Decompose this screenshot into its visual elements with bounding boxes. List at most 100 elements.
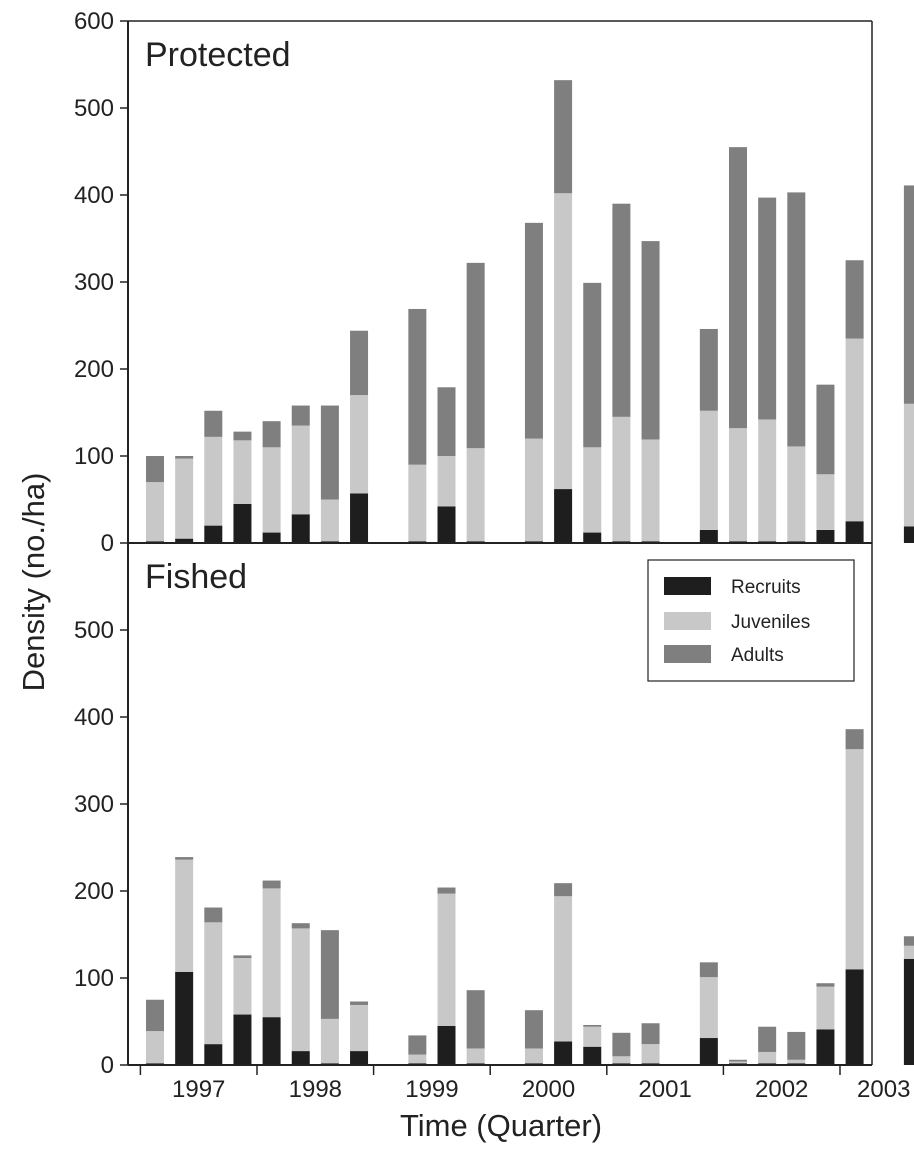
bar-fished-adults-19 bbox=[787, 1031, 806, 1060]
bar-stack-fished-0 bbox=[146, 999, 164, 1065]
bar-stack-fished-22 bbox=[903, 936, 914, 1065]
x-tick-label-2002: 2002 bbox=[755, 1076, 808, 1103]
x-tick-label-1998: 1998 bbox=[289, 1076, 342, 1103]
bar-protected-recruits-16 bbox=[699, 529, 718, 543]
bar-protected-juveniles-5 bbox=[291, 425, 310, 515]
legend: Recruits Juveniles Adults bbox=[647, 559, 855, 682]
bar-fished-adults-21 bbox=[845, 729, 864, 750]
bar-protected-adults-15 bbox=[641, 241, 660, 440]
x-tick-label-1999: 1999 bbox=[405, 1076, 458, 1103]
bar-stack-protected-11 bbox=[524, 222, 543, 543]
bar-stack-fished-10 bbox=[466, 990, 485, 1065]
bar-stack-fished-7 bbox=[350, 1001, 369, 1065]
y-tick-label-fished-500: 500 bbox=[74, 617, 114, 644]
bar-stack-fished-18 bbox=[758, 1026, 777, 1065]
bar-fished-adults-3 bbox=[233, 955, 252, 958]
y-tick-label-protected-200: 200 bbox=[74, 356, 114, 383]
bar-protected-juveniles-11 bbox=[524, 438, 543, 542]
bar-protected-recruits-3 bbox=[233, 503, 252, 543]
bar-protected-adults-13 bbox=[583, 282, 602, 448]
bar-protected-recruits-21 bbox=[845, 521, 864, 543]
bar-fished-recruits-9 bbox=[437, 1025, 456, 1065]
bar-fished-adults-12 bbox=[554, 883, 573, 897]
bar-protected-juveniles-6 bbox=[320, 499, 339, 542]
bar-fished-recruits-20 bbox=[816, 1029, 835, 1065]
bar-stack-protected-20 bbox=[816, 384, 835, 543]
y-tick-label-protected-400: 400 bbox=[74, 182, 114, 209]
bar-protected-recruits-7 bbox=[350, 493, 369, 543]
bar-fished-juveniles-4 bbox=[262, 888, 281, 1018]
bar-protected-recruits-1 bbox=[175, 538, 194, 543]
legend-label-recruits: Recruits bbox=[731, 577, 801, 598]
bar-protected-juveniles-18 bbox=[758, 419, 777, 542]
y-tick-label-protected-100: 100 bbox=[74, 443, 114, 470]
panel-title-fished: Fished bbox=[145, 558, 247, 596]
bar-fished-juveniles-14 bbox=[612, 1056, 631, 1064]
bar-protected-juveniles-7 bbox=[350, 395, 369, 494]
bar-stack-fished-12 bbox=[554, 883, 573, 1065]
bar-stack-protected-1 bbox=[175, 456, 194, 543]
bar-fished-juveniles-3 bbox=[233, 957, 252, 1015]
bar-protected-recruits-5 bbox=[291, 514, 310, 543]
bar-protected-recruits-13 bbox=[583, 532, 602, 543]
bar-fished-recruits-16 bbox=[699, 1038, 718, 1065]
bar-protected-juveniles-1 bbox=[175, 458, 194, 539]
bar-stack-fished-4 bbox=[262, 880, 281, 1065]
bar-protected-recruits-9 bbox=[437, 506, 456, 543]
y-tick-label-protected-300: 300 bbox=[74, 269, 114, 296]
bar-fished-adults-15 bbox=[641, 1023, 660, 1045]
bar-protected-juveniles-10 bbox=[466, 448, 485, 542]
bar-fished-juveniles-10 bbox=[466, 1048, 485, 1064]
y-axis-title: Density (no./ha) bbox=[16, 473, 51, 692]
bar-fished-juveniles-16 bbox=[699, 977, 718, 1039]
legend-swatch-adults bbox=[664, 645, 711, 663]
bar-stack-protected-12 bbox=[554, 80, 573, 543]
bar-protected-juveniles-21 bbox=[845, 338, 864, 522]
y-tick-label-fished-0: 0 bbox=[101, 1052, 114, 1079]
bar-stack-protected-19 bbox=[787, 192, 806, 543]
bar-fished-adults-16 bbox=[699, 962, 718, 978]
bar-protected-adults-4 bbox=[262, 421, 281, 448]
bar-protected-juveniles-3 bbox=[233, 440, 252, 504]
bar-protected-adults-22 bbox=[903, 185, 914, 404]
bar-fished-juveniles-9 bbox=[437, 893, 456, 1026]
bar-protected-juveniles-22 bbox=[903, 403, 914, 527]
bar-stack-protected-18 bbox=[758, 197, 777, 543]
bar-fished-recruits-5 bbox=[291, 1051, 310, 1065]
bar-fished-juveniles-8 bbox=[408, 1054, 427, 1064]
legend-swatch-juveniles bbox=[664, 612, 711, 630]
bar-fished-adults-11 bbox=[524, 1010, 543, 1049]
bar-protected-juveniles-9 bbox=[437, 456, 456, 507]
bar-fished-adults-20 bbox=[816, 983, 835, 987]
bar-stack-fished-15 bbox=[641, 1023, 660, 1065]
bar-stack-fished-13 bbox=[583, 1024, 602, 1065]
bar-protected-adults-21 bbox=[845, 260, 864, 339]
bar-protected-adults-17 bbox=[729, 147, 747, 429]
x-axis-title: Time (Quarter) bbox=[400, 1108, 602, 1143]
bar-protected-recruits-12 bbox=[554, 489, 573, 543]
bar-stack-fished-1 bbox=[175, 857, 194, 1065]
bar-fished-juveniles-19 bbox=[787, 1059, 806, 1064]
bar-fished-juveniles-17 bbox=[729, 1061, 747, 1064]
bar-fished-adults-7 bbox=[350, 1001, 369, 1005]
bar-stack-protected-17 bbox=[729, 147, 747, 543]
bar-fished-juveniles-12 bbox=[554, 896, 573, 1042]
bar-stack-protected-14 bbox=[612, 203, 631, 543]
bar-stack-fished-21 bbox=[845, 729, 864, 1065]
bar-stack-fished-14 bbox=[612, 1032, 631, 1065]
bar-protected-recruits-20 bbox=[816, 529, 835, 543]
bar-protected-juveniles-2 bbox=[204, 436, 223, 526]
bar-fished-juveniles-11 bbox=[524, 1048, 543, 1064]
y-tick-label-fished-400: 400 bbox=[74, 704, 114, 731]
bar-fished-recruits-3 bbox=[233, 1014, 252, 1065]
bar-protected-recruits-22 bbox=[903, 526, 914, 543]
bar-stack-protected-2 bbox=[204, 410, 223, 543]
bar-stack-fished-8 bbox=[408, 1035, 427, 1065]
bar-fished-juveniles-7 bbox=[350, 1004, 369, 1052]
bar-protected-adults-16 bbox=[699, 328, 718, 411]
bar-stack-fished-9 bbox=[437, 887, 456, 1065]
bar-protected-adults-14 bbox=[612, 203, 631, 417]
bar-stack-fished-16 bbox=[699, 962, 718, 1065]
bar-fished-adults-22 bbox=[903, 936, 914, 946]
